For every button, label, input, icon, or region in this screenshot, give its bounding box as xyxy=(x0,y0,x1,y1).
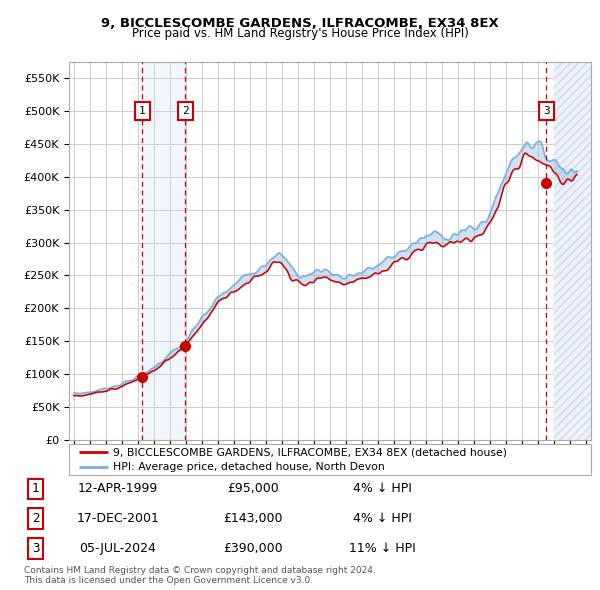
Text: 17-DEC-2001: 17-DEC-2001 xyxy=(76,512,159,525)
Text: 1: 1 xyxy=(32,482,39,495)
Text: £143,000: £143,000 xyxy=(223,512,283,525)
Text: £95,000: £95,000 xyxy=(227,482,279,495)
Text: £390,000: £390,000 xyxy=(223,542,283,555)
Text: 3: 3 xyxy=(543,106,550,116)
Text: 3: 3 xyxy=(32,542,39,555)
Text: 4% ↓ HPI: 4% ↓ HPI xyxy=(353,512,412,525)
Text: 9, BICCLESCOMBE GARDENS, ILFRACOMBE, EX34 8EX: 9, BICCLESCOMBE GARDENS, ILFRACOMBE, EX3… xyxy=(101,17,499,30)
Bar xyxy=(554,62,591,440)
Text: 2: 2 xyxy=(32,512,39,525)
Text: 9, BICCLESCOMBE GARDENS, ILFRACOMBE, EX34 8EX (detached house): 9, BICCLESCOMBE GARDENS, ILFRACOMBE, EX3… xyxy=(113,447,508,457)
Text: Contains HM Land Registry data © Crown copyright and database right 2024.
This d: Contains HM Land Registry data © Crown c… xyxy=(24,566,376,585)
Text: 11% ↓ HPI: 11% ↓ HPI xyxy=(349,542,416,555)
Bar xyxy=(142,62,185,440)
FancyBboxPatch shape xyxy=(69,444,591,475)
Text: 12-APR-1999: 12-APR-1999 xyxy=(78,482,158,495)
Text: 2: 2 xyxy=(182,106,188,116)
Text: 4% ↓ HPI: 4% ↓ HPI xyxy=(353,482,412,495)
Text: 05-JUL-2024: 05-JUL-2024 xyxy=(79,542,156,555)
Bar xyxy=(554,62,591,440)
Text: Price paid vs. HM Land Registry's House Price Index (HPI): Price paid vs. HM Land Registry's House … xyxy=(131,27,469,40)
Text: HPI: Average price, detached house, North Devon: HPI: Average price, detached house, Nort… xyxy=(113,462,385,472)
Text: 1: 1 xyxy=(139,106,146,116)
